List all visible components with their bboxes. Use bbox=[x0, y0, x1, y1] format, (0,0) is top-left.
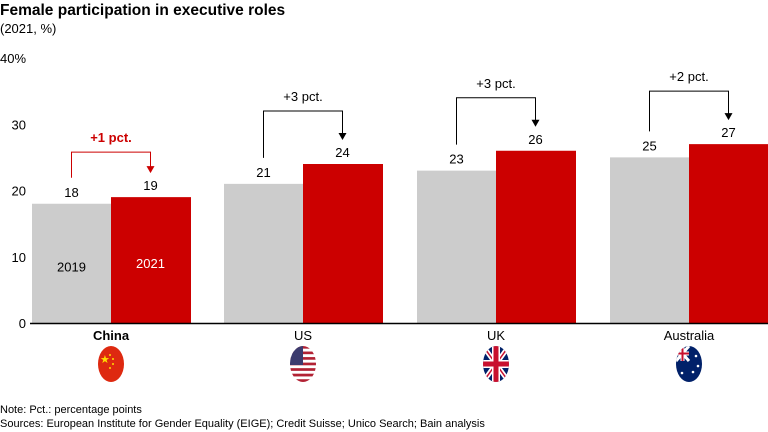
change-annotation: +1 pct. bbox=[90, 130, 132, 145]
y-tick-label: 20 bbox=[12, 184, 26, 199]
arrow-down-icon bbox=[338, 133, 347, 140]
change-bracket bbox=[649, 90, 729, 132]
change-annotation: +2 pct. bbox=[669, 69, 708, 84]
data-label: 18 bbox=[64, 185, 78, 200]
bar-2019-uk bbox=[417, 170, 496, 323]
arrow-down-icon bbox=[531, 119, 540, 127]
arrow-down-icon bbox=[724, 113, 733, 121]
chart-subtitle: (2021, %) bbox=[0, 21, 57, 36]
data-label: 23 bbox=[449, 152, 463, 167]
legend-2021: 2021 bbox=[136, 256, 165, 271]
bar-2019-us bbox=[224, 183, 303, 323]
uk-flag-icon bbox=[483, 346, 509, 382]
category-label: China bbox=[93, 328, 130, 343]
sources-text: Sources: European Institute for Gender E… bbox=[0, 418, 485, 430]
chart-title: Female participation in executive roles bbox=[0, 2, 286, 19]
china-flag-icon: ★ bbox=[98, 346, 124, 382]
data-label: 24 bbox=[335, 145, 349, 160]
change-bracket bbox=[71, 151, 151, 178]
legend-2019: 2019 bbox=[57, 259, 86, 274]
svg-text:★: ★ bbox=[100, 354, 110, 366]
data-label: 19 bbox=[143, 178, 157, 193]
change-annotation: +3 pct. bbox=[476, 76, 515, 91]
bar-2021-uk bbox=[496, 150, 576, 323]
category-label: Australia bbox=[664, 328, 715, 343]
us-flag-icon bbox=[290, 346, 316, 382]
data-label: 26 bbox=[528, 132, 542, 147]
category-label: US bbox=[294, 328, 312, 343]
y-tick-label: 10 bbox=[12, 250, 26, 265]
bar-2021-china bbox=[111, 197, 191, 323]
y-tick-label: 40% bbox=[0, 51, 26, 66]
change-annotation: +3 pct. bbox=[283, 89, 322, 104]
australia-flag-icon bbox=[676, 346, 702, 382]
data-label: 27 bbox=[721, 125, 735, 140]
y-tick-label: 0 bbox=[19, 316, 26, 331]
bar-2019-china bbox=[32, 203, 111, 323]
data-label: 21 bbox=[256, 165, 270, 180]
change-bracket bbox=[263, 110, 343, 158]
change-bracket bbox=[456, 97, 536, 145]
bar-2019-australia bbox=[610, 157, 689, 323]
category-label: UK bbox=[487, 328, 505, 343]
bar-2021-us bbox=[303, 164, 383, 323]
y-tick-label: 30 bbox=[12, 117, 26, 132]
bar-2021-australia bbox=[689, 144, 768, 323]
arrow-down-icon bbox=[146, 166, 155, 174]
data-label: 25 bbox=[642, 138, 656, 153]
note-text: Note: Pct.: percentage points bbox=[0, 404, 142, 416]
